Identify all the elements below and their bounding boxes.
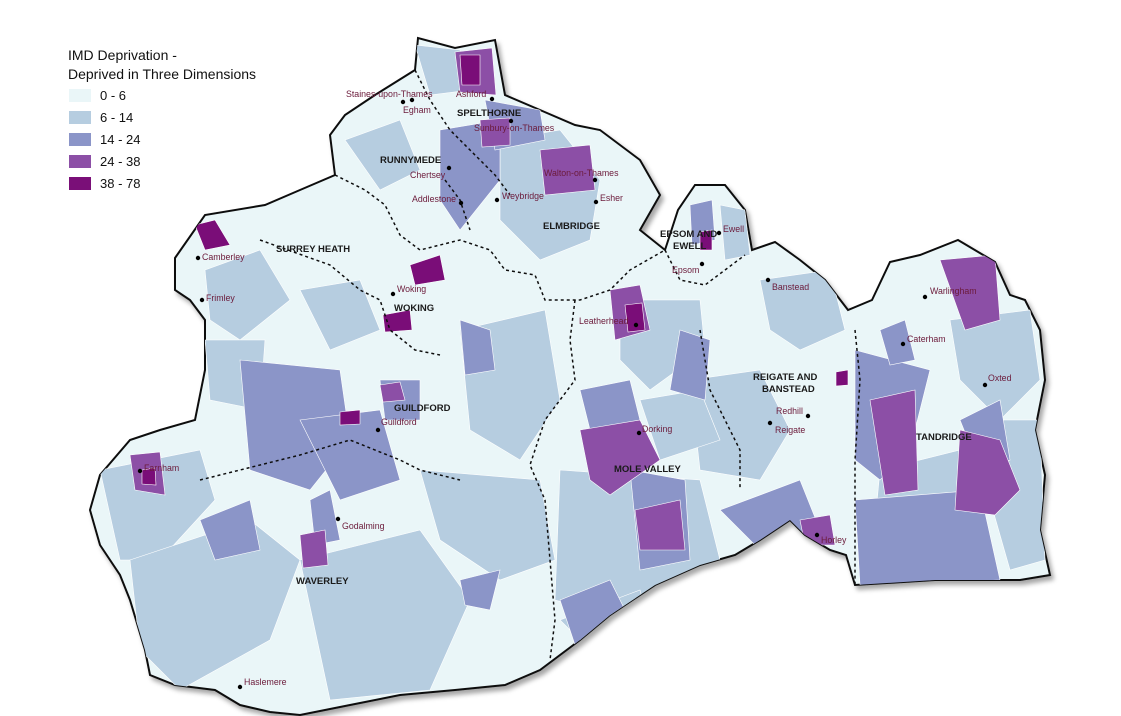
town-dot — [592, 177, 598, 183]
legend-item: 0 - 6 — [68, 84, 256, 106]
town-label-staines: Staines-upon-Thames — [346, 89, 433, 99]
district-label-tandridge: TANDRIDGE — [916, 432, 972, 443]
district-labels: SPELTHORNE RUNNYMEDE SURREY HEATH ELMBRI… — [276, 108, 972, 587]
town-dot — [982, 382, 988, 388]
district-label-spelthorne: SPELTHORNE — [457, 108, 521, 119]
town-label-oxted: Oxted — [988, 373, 1012, 383]
town-dot — [699, 261, 705, 267]
legend-label: 14 - 24 — [100, 131, 141, 147]
town-label-chertsey: Chertsey — [410, 170, 446, 180]
district-label-epsom-and: EPSOM AND — [660, 229, 717, 240]
legend-swatch — [69, 88, 91, 102]
town-label-reigate: Reigate — [775, 425, 805, 435]
town-label-camberley: Camberley — [202, 252, 245, 262]
town-dot — [195, 255, 201, 261]
town-label-horley: Horley — [821, 535, 847, 545]
town-dot — [400, 99, 406, 105]
town-label-sunbury: Sunbury-on-Thames — [474, 123, 555, 133]
town-label-haslemere: Haslemere — [244, 677, 287, 687]
town-dot — [814, 532, 820, 538]
town-dot — [716, 230, 722, 236]
town-label-addlestone: Addlestone — [412, 194, 456, 204]
town-label-ewell: Ewell — [723, 224, 744, 234]
legend-swatch — [69, 176, 91, 190]
town-label-farnham: Farnham — [144, 463, 179, 473]
town-dot — [636, 430, 642, 436]
town-dot — [900, 341, 906, 347]
town-label-egham: Egham — [403, 105, 431, 115]
legend-swatch — [69, 154, 91, 168]
legend-item: 24 - 38 — [68, 150, 256, 172]
legend-item: 6 - 14 — [68, 106, 256, 128]
district-label-surrey-heath: SURREY HEATH — [276, 244, 350, 255]
district-boundaries — [199, 69, 861, 661]
town-dot — [508, 118, 514, 124]
town-dot — [489, 96, 495, 102]
town-dot — [137, 468, 143, 474]
town-label-woking: Woking — [397, 284, 426, 294]
district-label-runnymede: RUNNYMEDE — [380, 155, 441, 166]
town-label-leatherhead: Leatherhead — [579, 316, 629, 326]
district-label-reigate-and: REIGATE AND — [753, 372, 818, 383]
district-label-guildford: GUILDFORD — [394, 403, 451, 414]
town-label-epsom: Epsom — [672, 265, 699, 275]
legend-swatch — [69, 110, 91, 124]
town-markers: Staines-upon-Thames Ashford Egham Sunbur… — [137, 89, 1012, 690]
legend-item: 38 - 78 — [68, 172, 256, 194]
district-label-waverley: WAVERLEY — [296, 576, 349, 587]
town-dot — [390, 291, 396, 297]
town-dot — [922, 294, 928, 300]
district-label-woking: WOKING — [394, 303, 434, 314]
town-dot — [409, 97, 415, 103]
town-dot — [805, 413, 811, 419]
town-label-caterham: Caterham — [907, 334, 946, 344]
district-label-mole-valley: MOLE VALLEY — [614, 464, 682, 475]
town-dot — [593, 199, 599, 205]
town-label-frimley: Frimley — [206, 293, 235, 303]
deprivation-areas — [99, 44, 1046, 701]
district-label-ewell: EWELL — [673, 241, 706, 252]
town-label-dorking: Dorking — [642, 424, 672, 434]
map-legend: IMD Deprivation - Deprived in Three Dime… — [68, 46, 256, 194]
legend-label: 6 - 14 — [100, 109, 134, 125]
town-label-walton: Walton-on-Thames — [544, 168, 619, 178]
town-label-guildford: Guildford — [381, 417, 417, 427]
legend-title-line2: Deprived in Three Dimensions — [68, 66, 257, 82]
town-dot — [237, 684, 243, 690]
town-dot — [767, 420, 773, 426]
town-dot — [633, 322, 639, 328]
district-label-elmbridge: ELMBRIDGE — [543, 221, 600, 232]
legend-title-line1: IMD Deprivation - — [68, 47, 177, 63]
town-dot — [458, 200, 464, 206]
town-dot — [199, 297, 205, 303]
town-dot — [375, 427, 381, 433]
legend-label: 38 - 78 — [100, 175, 141, 191]
town-dot — [765, 277, 771, 283]
legend-label: 24 - 38 — [100, 153, 141, 169]
legend-swatch — [69, 132, 91, 146]
town-dot — [446, 165, 452, 171]
town-label-warlingham: Warlingham — [930, 286, 977, 296]
town-label-ashford: Ashford — [456, 89, 486, 99]
town-label-weybridge: Weybridge — [502, 191, 544, 201]
legend-item: 14 - 24 — [68, 128, 256, 150]
town-dot — [335, 516, 341, 522]
town-dot — [494, 197, 500, 203]
district-label-banstead: BANSTEAD — [762, 384, 815, 395]
legend-label: 0 - 6 — [100, 87, 127, 103]
town-label-esher: Esher — [600, 193, 623, 203]
town-label-redhill: Redhill — [776, 406, 803, 416]
town-label-godalming: Godalming — [342, 521, 385, 531]
town-label-banstead: Banstead — [772, 282, 809, 292]
